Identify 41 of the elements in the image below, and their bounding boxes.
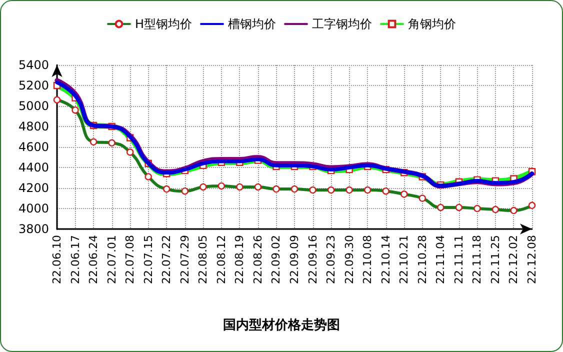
- x-tick-label: 22.10.21: [398, 235, 411, 284]
- y-tick-label: 4200: [18, 181, 49, 195]
- y-tick-label: 4400: [18, 160, 49, 174]
- y-tick-label: 5400: [18, 58, 49, 72]
- x-tick-label: 22.07.29: [178, 235, 192, 284]
- legend-label: 角钢均价: [408, 17, 456, 31]
- x-tick-label: 22.09.30: [342, 235, 356, 284]
- x-tick-label: 22.11.04: [434, 235, 448, 284]
- y-tick-label: 5000: [18, 99, 49, 113]
- text: 国内型材价格走势图: [223, 317, 340, 333]
- x-tick-label: 22.10.08: [361, 235, 374, 284]
- x-tick-label: 22.08.19: [233, 235, 246, 284]
- x-tick-label: 22.10.14: [379, 235, 392, 284]
- x-tick-label: 22.07.15: [142, 235, 155, 284]
- legend-label: H型钢均价: [134, 17, 192, 31]
- x-tick-label: 22.07.08: [124, 235, 137, 284]
- x-tick-label: 22.11.18: [470, 235, 484, 284]
- y-tick-label: 5200: [18, 78, 49, 92]
- x-tick-label: 22.08.12: [214, 235, 228, 284]
- x-tick-label: 22.11.25: [488, 235, 502, 284]
- y-tick-label: 3800: [18, 222, 49, 236]
- x-tick-label: 22.08.26: [251, 235, 264, 284]
- x-tick-label: 22.12.02: [507, 235, 520, 284]
- x-tick-label: 22.10.28: [416, 235, 429, 284]
- legend-label: 槽钢均价: [228, 17, 276, 31]
- x-tick-label: 22.09.16: [306, 235, 320, 284]
- y-tick-label: 4000: [18, 202, 49, 216]
- x-tick-label: 22.11.11: [452, 235, 466, 284]
- y-tick-label: 4600: [18, 140, 49, 154]
- y-tick-label: 4800: [18, 120, 49, 134]
- x-tick-label: 22.07.01: [105, 235, 118, 284]
- x-tick-label: 22.09.02: [270, 235, 283, 284]
- x-tick-label: 22.08.05: [196, 235, 210, 284]
- x-tick-label: 22.12.08: [526, 235, 538, 284]
- legend-label: 工字钢均价: [312, 17, 372, 31]
- x-tick-label: 22.06.17: [68, 235, 82, 284]
- x-tick-label: 22.06.24: [87, 235, 100, 284]
- x-tick-label: 22.09.23: [324, 235, 338, 284]
- x-tick-label: 22.06.10: [50, 235, 64, 284]
- x-tick-label: 22.07.22: [160, 235, 174, 284]
- x-tick-label: 22.09.09: [288, 235, 301, 284]
